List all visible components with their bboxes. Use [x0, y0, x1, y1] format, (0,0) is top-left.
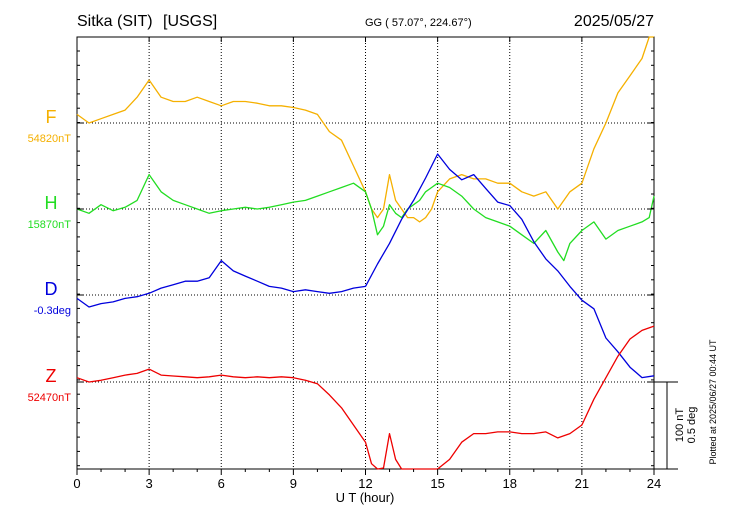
date-label: 2025/05/27 [574, 13, 654, 30]
scale-bar-deg-label: 0.5 deg [686, 407, 698, 444]
scale-bar-nt-label: 100 nT [674, 408, 686, 443]
x-tick-label: 21 [575, 476, 589, 491]
series-line-d [76, 153, 655, 379]
series-baseline-d: -0.3deg [34, 305, 71, 317]
tick-layer: 0 3 6 9 12 15 18 21 24 [73, 37, 661, 491]
x-tick-label: 3 [146, 476, 153, 491]
x-tick-label: 0 [73, 476, 80, 491]
series-baseline-f: 54820nT [28, 133, 72, 145]
grid-layer [77, 37, 654, 469]
x-axis-label: U T (hour) [336, 490, 395, 505]
station-title: Sitka (SIT) [77, 13, 153, 30]
series-baseline-h: 15870nT [28, 219, 72, 231]
plotted-at-note: Plotted at 2025/06/27 00:44 UT [708, 339, 718, 465]
x-tick-label: 9 [290, 476, 297, 491]
x-tick-label: 18 [503, 476, 517, 491]
scale-bar: 100 nT 0.5 deg [654, 381, 698, 470]
series-label-z: Z [46, 366, 57, 386]
geographic-coordinates-label: GG ( 57.07°, 224.67°) [365, 17, 472, 29]
series-layer [76, 36, 655, 470]
series-baseline-z: 52470nT [28, 392, 72, 404]
source-label: [USGS] [163, 13, 217, 30]
x-tick-label: 15 [430, 476, 444, 491]
x-tick-label: 24 [647, 476, 661, 491]
series-line-h [76, 173, 655, 262]
series-label-f: F [46, 107, 57, 127]
series-label-d: D [45, 279, 58, 299]
x-tick-label: 12 [358, 476, 372, 491]
series-line-z [76, 325, 655, 470]
series-labels: F 54820nT H 15870nT D -0.3deg Z 52470nT [28, 107, 72, 404]
series-label-h: H [45, 193, 58, 213]
series-line-f [76, 36, 654, 223]
x-tick-label: 6 [218, 476, 225, 491]
